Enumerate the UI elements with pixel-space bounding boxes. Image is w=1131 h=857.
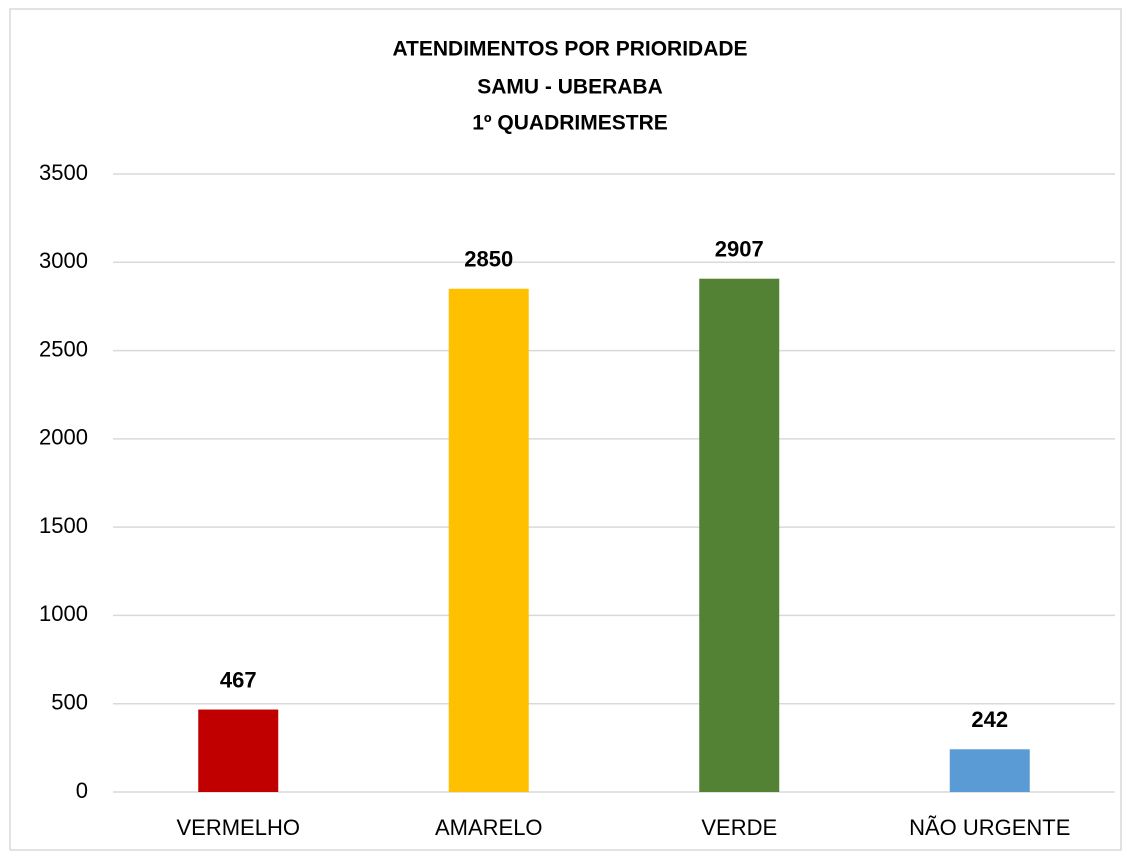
y-tick-label: 0	[76, 778, 88, 803]
y-tick-label: 3000	[39, 248, 88, 273]
bar	[198, 709, 279, 792]
bar	[699, 278, 780, 792]
value-label: 242	[971, 707, 1008, 732]
x-tick-label: VERDE	[701, 815, 777, 840]
value-label: 2850	[464, 247, 513, 272]
x-tick-label: VERMELHO	[177, 815, 300, 840]
chart-border	[9, 8, 1122, 851]
y-tick-label: 1500	[39, 513, 88, 538]
x-tick-label: AMARELO	[435, 815, 543, 840]
y-tick-label: 500	[51, 690, 88, 715]
y-tick-label: 1000	[39, 601, 88, 626]
value-label: 2907	[715, 237, 764, 262]
value-label: 467	[220, 667, 257, 692]
y-tick-label: 2000	[39, 425, 88, 450]
bar	[949, 749, 1030, 792]
y-tick-label: 3500	[39, 160, 88, 185]
chart-subtitle: 1º QUADRIMESTRE	[472, 112, 668, 135]
chart-subtitle: SAMU - UBERABA	[477, 76, 663, 99]
x-tick-label: NÃO URGENTE	[909, 815, 1070, 840]
y-tick-label: 2500	[39, 336, 88, 361]
bar	[448, 288, 529, 792]
chart-title: ATENDIMENTOS POR PRIORIDADE	[392, 38, 747, 61]
